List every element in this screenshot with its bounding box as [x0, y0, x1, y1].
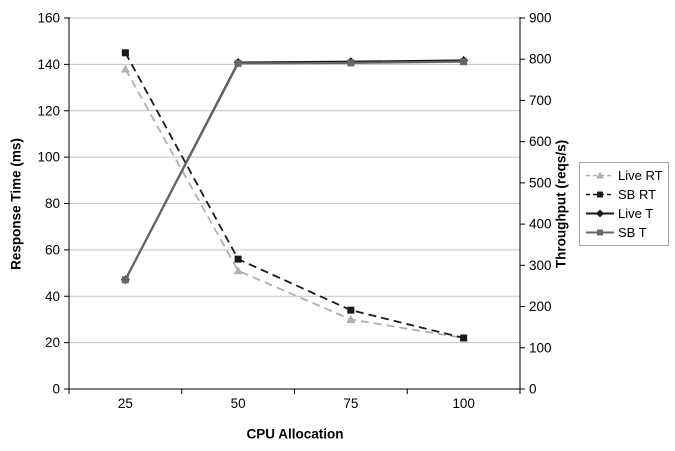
- tick-label: 700: [529, 93, 552, 108]
- tick-label: 800: [529, 52, 552, 67]
- legend: Live RT SB RT Live T SB T: [579, 162, 669, 246]
- series-sb-t-marker: [121, 276, 129, 284]
- legend-label: SB T: [618, 225, 647, 240]
- series-sb-t: [121, 58, 468, 284]
- legend-item-sb-rt: SB RT: [586, 188, 664, 201]
- legend-live-t-sample: [586, 209, 614, 218]
- right-axis-tick-labels: 0 100 200 300 400 500 600 700 800 900: [529, 11, 552, 397]
- tick-label: 20: [45, 335, 60, 350]
- legend-item-live-rt: Live RT: [586, 169, 664, 182]
- series-sb-t-marker: [234, 59, 242, 67]
- legend-label: Live T: [618, 206, 654, 221]
- tick-label: 100: [529, 340, 552, 355]
- gridlines: [69, 17, 520, 344]
- legend-triangle-marker-icon: [596, 171, 604, 179]
- tick-label: 80: [45, 196, 60, 211]
- tick-label: 75: [343, 396, 358, 411]
- tick-label: 600: [529, 134, 552, 149]
- x-axis-title: CPU Allocation: [246, 426, 344, 442]
- left-axis-tick-labels: 0 20 40 60 80 100 120 140 160: [37, 11, 60, 397]
- tick-label: 100: [452, 396, 475, 411]
- legend-item-sb-t: SB T: [586, 226, 664, 239]
- series-live-rt-line: [124, 68, 464, 339]
- tick-label: 900: [529, 11, 552, 26]
- series-sb-rt: [121, 49, 468, 342]
- series-live-rt-marker: [233, 266, 243, 275]
- series-live-t-line: [124, 59, 464, 281]
- tick-label: 500: [529, 175, 552, 190]
- series-sb-rt-line: [124, 52, 464, 339]
- tick-label: 200: [529, 299, 552, 314]
- right-axis-title: Throughput (reqs/s): [553, 139, 569, 269]
- series-live-rt-marker: [346, 314, 356, 323]
- series-sb-t-line: [124, 60, 464, 281]
- tick-marks: [64, 17, 525, 394]
- tick-label: 160: [37, 11, 60, 26]
- left-axis-title: Response Time (ms): [8, 138, 24, 270]
- tick-label: 50: [231, 396, 246, 411]
- legend-live-rt-sample: [586, 171, 614, 179]
- legend-sb-t-sample: [586, 229, 614, 236]
- series-sb-rt-marker: [121, 49, 129, 57]
- series-live-rt-marker: [120, 64, 130, 73]
- legend-square-marker-icon: [597, 229, 603, 236]
- legend-diamond-marker-icon: [596, 209, 604, 218]
- tick-label: 60: [45, 242, 60, 257]
- series-sb-rt-marker: [347, 306, 355, 314]
- series-sb-rt-marker: [234, 255, 242, 263]
- tick-label: 100: [37, 150, 60, 165]
- tick-label: 400: [529, 217, 552, 232]
- series-sb-t-marker: [460, 58, 468, 66]
- tick-label: 300: [529, 258, 552, 273]
- tick-label: 140: [37, 57, 60, 72]
- series-live-rt: [120, 64, 469, 342]
- legend-label: SB RT: [618, 187, 657, 202]
- series-sb-rt-marker: [460, 334, 468, 342]
- legend-square-marker-icon: [597, 191, 603, 198]
- tick-label: 120: [37, 103, 60, 118]
- tick-label: 25: [118, 396, 133, 411]
- legend-label: Live RT: [618, 168, 663, 183]
- tick-label: 0: [52, 382, 60, 397]
- tick-label: 40: [45, 289, 60, 304]
- series-sb-t-marker: [347, 59, 355, 67]
- legend-sb-rt-sample: [586, 191, 614, 198]
- tick-label: 0: [529, 382, 537, 397]
- legend-item-live-t: Live T: [586, 207, 664, 220]
- x-axis-tick-labels: 25 50 75 100: [118, 396, 475, 411]
